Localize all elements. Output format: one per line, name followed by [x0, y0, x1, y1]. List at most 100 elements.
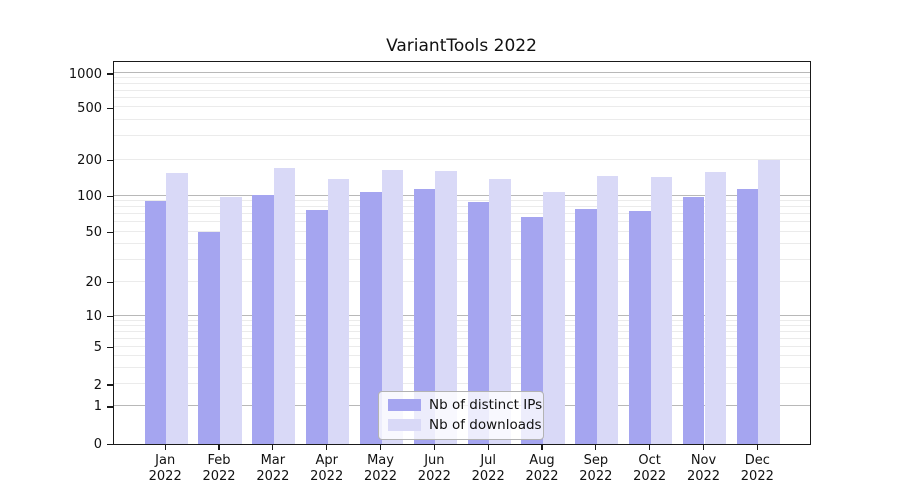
x-tick-month: Sep	[583, 452, 609, 468]
y-tick-mark	[106, 316, 113, 318]
y-tick-mark	[106, 406, 113, 408]
bar-downloads-feb	[220, 197, 242, 444]
x-tick-mark	[487, 444, 489, 450]
minor-gridline	[113, 366, 810, 368]
legend: Nb of distinct IPs Nb of downloads	[378, 391, 544, 440]
x-tick-month: Jun	[424, 452, 445, 468]
bar-distinct-ips-mar	[252, 194, 274, 444]
y-tick-mark	[106, 443, 113, 446]
bar-distinct-ips-may	[359, 192, 382, 444]
x-tick-month: Aug	[529, 452, 555, 468]
x-tick-mark	[595, 444, 597, 450]
x-tick-year: 2022	[256, 468, 290, 484]
minor-gridline	[113, 135, 810, 137]
minor-gridline	[113, 83, 810, 85]
x-axis-tick-label: Feb 2022	[189, 453, 249, 485]
minor-gridline	[113, 221, 810, 223]
x-axis-tick-label: Jun 2022	[404, 453, 464, 485]
x-tick-month: Nov	[690, 452, 717, 468]
minor-gridline	[113, 158, 810, 160]
x-axis-tick-label: Jul 2022	[458, 453, 518, 485]
y-axis-tick-label: 5	[93, 340, 102, 356]
x-tick-mark	[326, 444, 328, 450]
y-tick-mark	[106, 232, 113, 234]
x-tick-month: Jan	[155, 452, 176, 468]
minor-gridline	[113, 354, 810, 356]
x-tick-month: May	[367, 452, 394, 468]
x-axis-tick-label: Nov 2022	[674, 453, 734, 485]
x-tick-year: 2022	[310, 468, 344, 484]
y-axis-tick-label: 1	[93, 399, 102, 415]
bar-distinct-ips-oct	[629, 211, 651, 444]
minor-gridline	[113, 200, 810, 202]
x-tick-mark	[649, 444, 651, 450]
legend-label-distinct-ips: Nb of distinct IPs	[429, 397, 543, 413]
x-tick-mark	[433, 444, 435, 450]
x-tick-mark	[541, 444, 543, 450]
y-axis-tick-label: 1000	[68, 66, 102, 82]
y-tick-mark	[106, 107, 113, 109]
x-tick-month: Apr	[315, 452, 338, 468]
minor-gridline	[113, 97, 810, 99]
minor-gridline	[113, 258, 810, 260]
x-tick-year: 2022	[686, 468, 721, 484]
chart-title: VariantTools 2022	[386, 36, 537, 56]
x-tick-year: 2022	[363, 468, 398, 484]
y-axis-tick-label: 50	[85, 225, 102, 241]
y-tick-mark	[106, 384, 113, 386]
x-tick-mark	[379, 444, 382, 450]
minor-gridline	[113, 242, 810, 244]
x-tick-year: 2022	[471, 468, 505, 484]
x-axis-tick-label: Mar 2022	[243, 453, 303, 485]
x-tick-year: 2022	[579, 468, 613, 484]
y-tick-mark	[106, 73, 113, 75]
minor-gridline	[113, 337, 810, 339]
bar-distinct-ips-jan	[144, 201, 167, 444]
y-axis-tick-label: 10	[85, 309, 102, 325]
bar-downloads-jul	[489, 179, 511, 444]
y-axis-tick-label: 100	[77, 189, 102, 205]
x-tick-mark	[164, 444, 166, 450]
x-axis-tick-label: Dec 2022	[727, 453, 787, 485]
bar-distinct-ips-apr	[306, 210, 328, 444]
bar-downloads-oct	[650, 177, 673, 444]
x-tick-month: Feb	[207, 452, 231, 468]
x-axis-tick-label: Jan 2022	[135, 453, 195, 485]
minor-gridline	[113, 383, 810, 385]
bar-downloads-jun	[435, 170, 457, 444]
x-tick-year: 2022	[633, 468, 667, 484]
bar-downloads-apr	[327, 179, 350, 444]
bar-distinct-ips-aug	[521, 216, 543, 444]
minor-gridline	[113, 118, 810, 120]
legend-swatch-downloads	[388, 419, 421, 431]
minor-gridline	[113, 330, 810, 332]
x-tick-mark	[756, 444, 758, 450]
minor-gridline	[113, 213, 810, 215]
x-axis-tick-label: Apr 2022	[297, 453, 357, 485]
x-tick-mark	[702, 444, 705, 450]
minor-gridline	[113, 106, 810, 108]
bar-downloads-dec	[758, 159, 780, 444]
x-axis-tick-label: Sep 2022	[566, 453, 626, 485]
bar-downloads-sep	[596, 176, 619, 444]
major-gridline	[113, 72, 810, 74]
minor-gridline	[113, 324, 810, 326]
plot-area	[112, 61, 811, 445]
bar-downloads-nov	[704, 172, 727, 444]
minor-gridline	[113, 280, 810, 282]
minor-gridline	[113, 319, 810, 321]
y-axis-tick-label: 500	[77, 100, 102, 116]
y-axis-tick-label: 20	[85, 275, 102, 291]
bar-distinct-ips-dec	[736, 188, 759, 444]
x-tick-year: 2022	[417, 468, 451, 484]
legend-item-distinct-ips: Nb of distinct IPs	[388, 397, 542, 413]
y-tick-mark	[106, 160, 113, 162]
x-tick-mark	[272, 444, 274, 450]
x-tick-month: Mar	[260, 452, 286, 468]
minor-gridline	[113, 206, 810, 208]
y-tick-mark	[106, 282, 113, 284]
x-tick-year: 2022	[202, 468, 236, 484]
y-tick-mark	[106, 347, 113, 349]
x-tick-mark	[218, 444, 220, 450]
